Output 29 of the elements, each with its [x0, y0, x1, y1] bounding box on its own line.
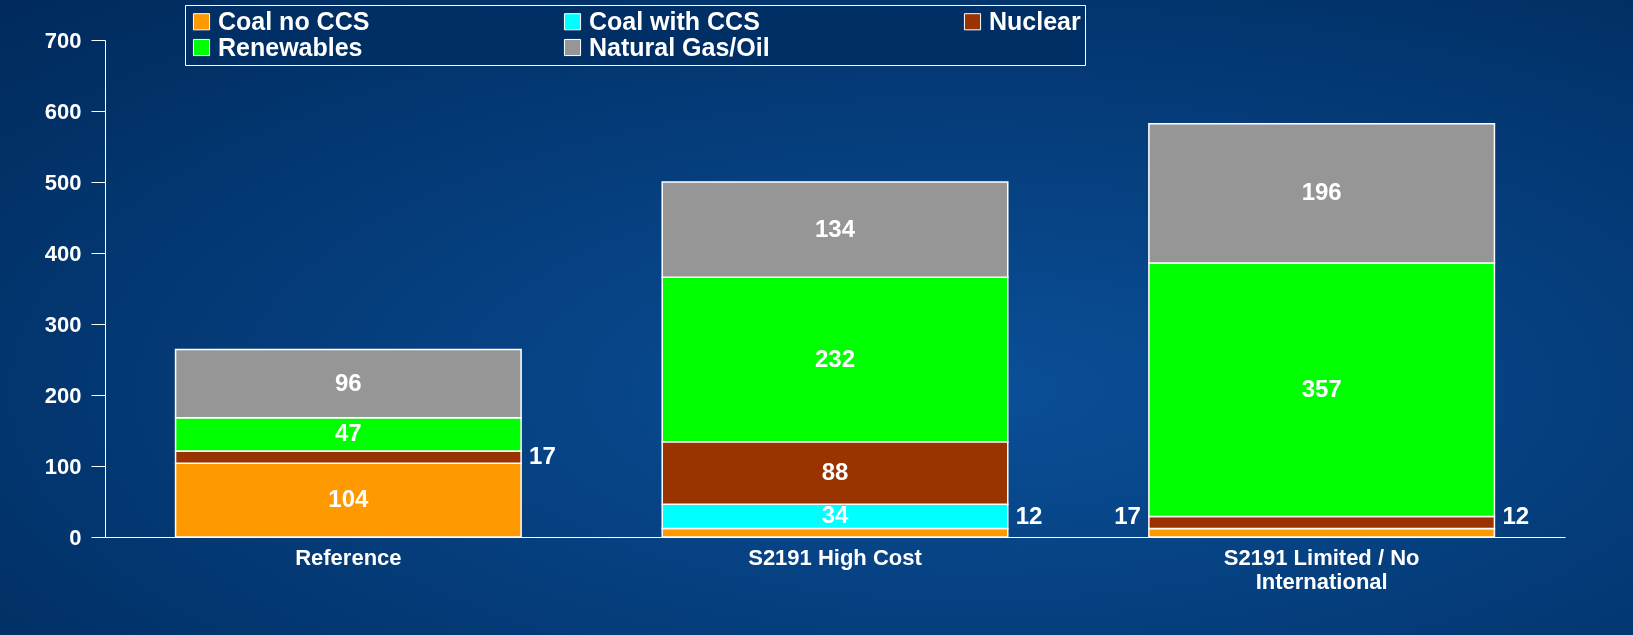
data-label: 47: [334, 419, 362, 447]
x-tick-label: S2191 Limited / No International: [1223, 544, 1420, 594]
legend-label: Renewables: [218, 32, 363, 61]
y-tick-label: 600: [44, 98, 82, 124]
y-tick-label: 100: [44, 453, 82, 479]
data-label: 134: [814, 214, 856, 242]
x-tick-label: S2191 High Cost: [748, 544, 923, 570]
data-label: 104: [328, 485, 370, 513]
legend-label: Natural Gas/Oil: [589, 32, 770, 61]
data-label: 357: [1301, 374, 1342, 402]
y-tick-label: 0: [69, 524, 82, 550]
y-tick-label: 400: [44, 240, 82, 266]
data-label: 17: [1114, 502, 1141, 529]
data-label: 12: [1015, 502, 1043, 529]
data-label: 96: [334, 368, 362, 396]
x-tick-label: Reference: [295, 544, 402, 570]
y-tick-label: 300: [44, 311, 82, 337]
data-label: 12: [1502, 502, 1530, 529]
data-label: 17: [529, 442, 556, 470]
legend-label: Coal with CCS: [589, 6, 760, 35]
data-label: 232: [814, 344, 856, 372]
data-label: 34: [821, 501, 849, 529]
legend-label: Nuclear: [989, 6, 1081, 35]
y-tick-label: 500: [44, 169, 82, 195]
y-tick-label: 700: [44, 27, 82, 53]
legend-label: Coal no CCS: [218, 6, 370, 35]
data-label: 196: [1301, 178, 1342, 206]
y-tick-label: 200: [44, 382, 82, 408]
data-label: 88: [821, 458, 849, 486]
